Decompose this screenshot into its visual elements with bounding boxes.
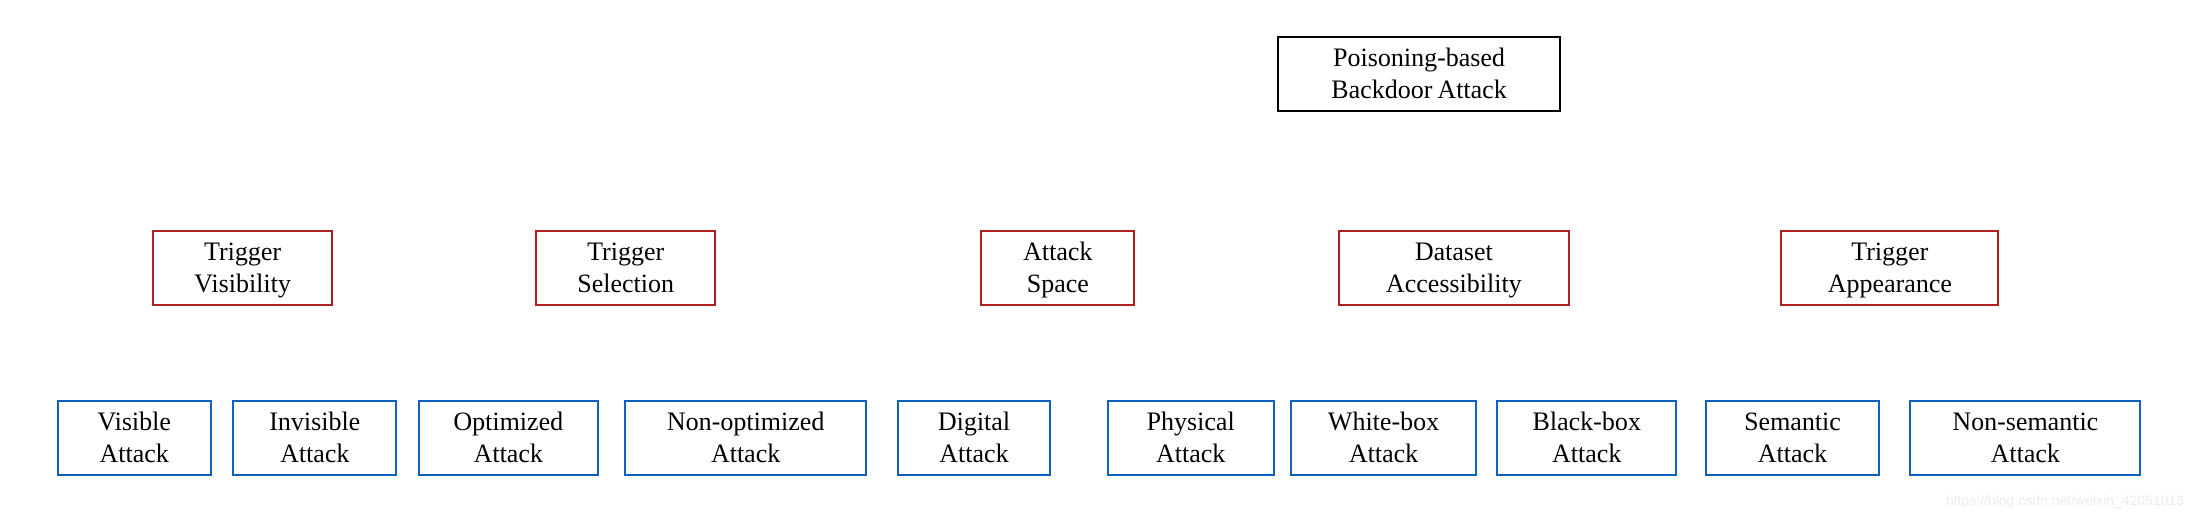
category-trigger-appearance: Trigger Appearance (1780, 230, 1999, 306)
root-node: Poisoning-based Backdoor Attack (1277, 36, 1561, 112)
leaf-digital-attack: Digital Attack (897, 400, 1052, 476)
leaf-visible-attack: Visible Attack (57, 400, 212, 476)
leaf-optimized-attack: Optimized Attack (418, 400, 599, 476)
leaf-non-semantic-attack: Non-semantic Attack (1909, 400, 2141, 476)
category-dataset-accessibility: Dataset Accessibility (1338, 230, 1570, 306)
category-attack-space: Attack Space (980, 230, 1135, 306)
leaf-white-box-attack: White-box Attack (1290, 400, 1477, 476)
leaf-semantic-attack: Semantic Attack (1705, 400, 1879, 476)
category-trigger-selection: Trigger Selection (535, 230, 716, 306)
leaf-black-box-attack: Black-box Attack (1496, 400, 1677, 476)
watermark: https://blog.csdn.net/weixin_42051013 (1946, 492, 2184, 508)
leaf-invisible-attack: Invisible Attack (232, 400, 397, 476)
leaf-physical-attack: Physical Attack (1107, 400, 1275, 476)
leaf-non-optimized-attack: Non-optimized Attack (624, 400, 867, 476)
category-trigger-visibility: Trigger Visibility (152, 230, 333, 306)
